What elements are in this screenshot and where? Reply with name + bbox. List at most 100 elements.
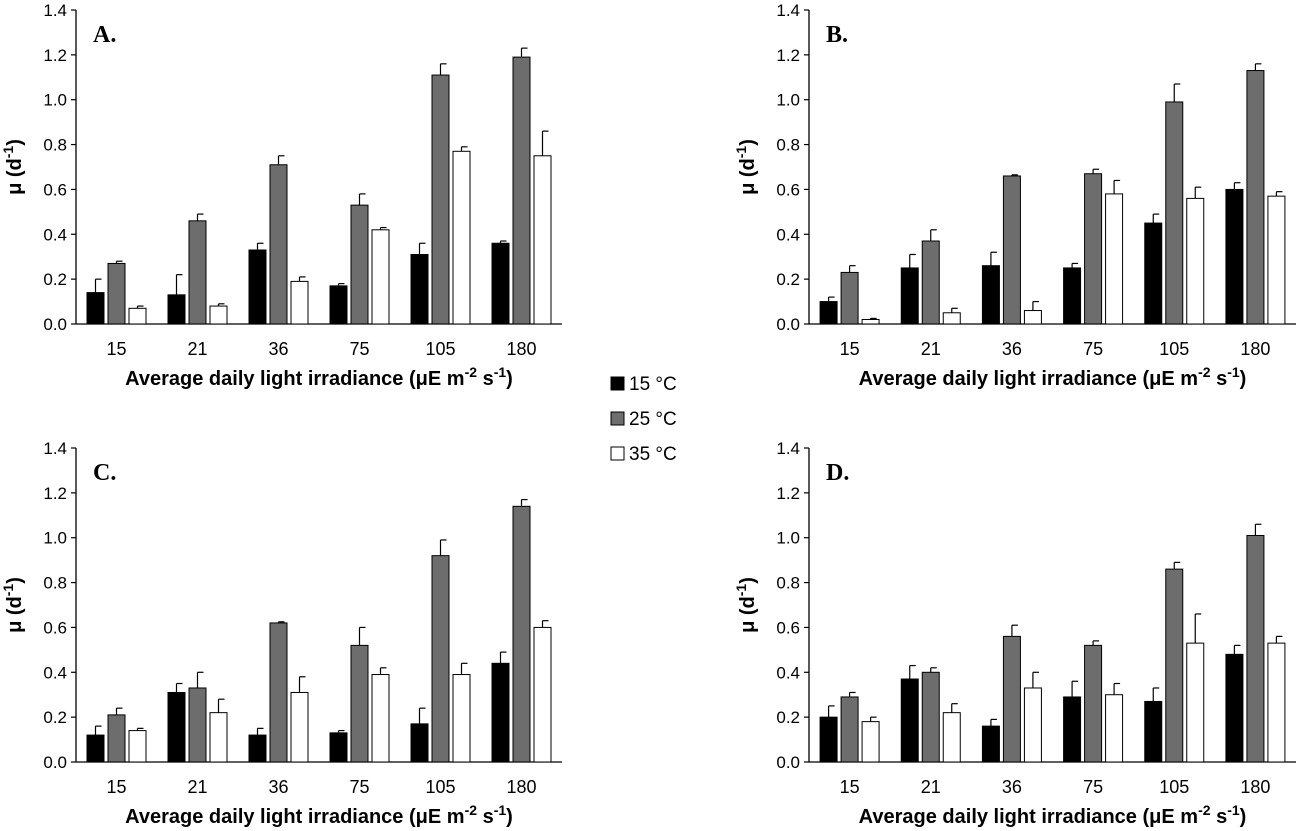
bar [452, 150, 471, 325]
y-tick-label: 0.0 [776, 753, 800, 772]
y-tick-label: 1.4 [776, 1, 800, 20]
x-tick-label: 180 [1240, 339, 1270, 359]
bar [1186, 642, 1205, 763]
y-axis-label: μ (d-1) [733, 139, 759, 195]
y-tick-label: 1.2 [776, 484, 800, 503]
y-tick-label: 0.6 [43, 618, 67, 637]
y-tick-label: 1.0 [776, 529, 800, 548]
y-tick-label: 0.8 [43, 136, 67, 155]
bar [1225, 188, 1244, 325]
x-tick-label: 15 [840, 777, 860, 797]
bar [1084, 644, 1103, 763]
x-tick-label: 15 [106, 339, 126, 359]
x-tick-label: 15 [106, 777, 126, 797]
bar [410, 253, 429, 325]
bar [188, 687, 207, 763]
bar [1002, 175, 1021, 325]
bar [86, 292, 105, 325]
y-axis-label: μ (d-1) [0, 577, 26, 633]
y-tick-label: 0.4 [776, 225, 800, 244]
x-tick-label: 75 [1083, 339, 1103, 359]
x-tick-label: 21 [187, 777, 207, 797]
bar [431, 555, 450, 763]
y-tick-label: 0.6 [776, 618, 800, 637]
bar [209, 305, 228, 325]
legend-label-35c: 35 °C [629, 444, 677, 465]
bar [188, 220, 207, 325]
bar [1144, 700, 1163, 763]
bar [512, 56, 531, 325]
bar [512, 505, 531, 763]
bar [1002, 635, 1021, 763]
y-axis-label: μ (d-1) [0, 139, 26, 195]
bar [840, 696, 859, 763]
bar [1165, 568, 1184, 763]
bar [269, 622, 288, 763]
y-tick-label: 0.4 [43, 663, 67, 682]
bar [1023, 687, 1042, 763]
legend: 15 °C 25 °C 35 °C [610, 374, 677, 465]
y-tick-label: 0.4 [43, 225, 67, 244]
x-tick-label: 36 [1002, 339, 1022, 359]
bar [942, 312, 961, 325]
legend-swatch-15c [610, 376, 625, 391]
x-tick-label: 75 [349, 777, 369, 797]
y-axis-label: μ (d-1) [733, 577, 759, 633]
bar [167, 294, 186, 325]
panel-label: C. [93, 460, 116, 486]
bar [1267, 195, 1286, 325]
y-tick-label: 0.8 [776, 136, 800, 155]
bar [533, 155, 552, 325]
bar [1144, 222, 1163, 325]
y-tick-label: 1.0 [776, 91, 800, 110]
x-tick-label: 36 [268, 777, 288, 797]
panel-label: A. [93, 22, 116, 48]
bar [861, 319, 880, 325]
y-tick-label: 1.4 [776, 439, 800, 458]
bar [491, 662, 510, 763]
chart-panel-a: 0.0 0.2 0.4 0.6 0.8 1.0 1.2 1.4 15 21 36 75 105 180 A.… [0, 1, 562, 390]
x-tick-label: 180 [506, 777, 536, 797]
y-tick-label: 1.4 [43, 1, 67, 20]
bar [942, 712, 961, 763]
x-tick-label: 21 [921, 777, 941, 797]
bar [248, 734, 267, 763]
bar [1267, 642, 1286, 763]
y-tick-label: 1.2 [43, 46, 67, 65]
y-tick-label: 0.2 [776, 708, 800, 727]
bar [329, 285, 348, 325]
x-axis-label: Average daily light irradiance (μE m-2 s… [125, 364, 513, 390]
bar [921, 240, 940, 325]
bar [819, 301, 838, 325]
x-axis-label: Average daily light irradiance (μE m-2 s… [859, 802, 1247, 828]
chart-panel-d: 0.0 0.2 0.4 0.6 0.8 1.0 1.2 1.4 15 21 36 75 105 180 D.… [733, 439, 1296, 828]
bar [921, 671, 940, 763]
x-tick-label: 21 [921, 339, 941, 359]
bar [371, 674, 390, 763]
bar [209, 712, 228, 763]
x-tick-label: 36 [268, 339, 288, 359]
bar [269, 164, 288, 325]
y-tick-label: 0.2 [43, 708, 67, 727]
bar [1186, 197, 1205, 325]
y-tick-label: 0.0 [776, 315, 800, 334]
bar [819, 716, 838, 763]
bar [329, 732, 348, 763]
bar [350, 204, 369, 325]
y-tick-label: 1.2 [776, 46, 800, 65]
bar [86, 734, 105, 763]
x-axis-label: Average daily light irradiance (μE m-2 s… [859, 364, 1247, 390]
bar [431, 74, 450, 325]
chart-panel-c: 0.0 0.2 0.4 0.6 0.8 1.0 1.2 1.4 15 21 36 75 105 180 C.… [0, 439, 562, 828]
y-tick-label: 0.4 [776, 663, 800, 682]
x-tick-label: 75 [1083, 777, 1103, 797]
x-axis-label: Average daily light irradiance (μE m-2 s… [125, 802, 513, 828]
bar [981, 265, 1000, 325]
x-tick-label: 105 [1159, 339, 1189, 359]
x-tick-label: 75 [349, 339, 369, 359]
legend-swatch-25c [610, 411, 625, 426]
bar [107, 714, 126, 763]
bar [900, 678, 919, 763]
y-tick-label: 0.2 [776, 270, 800, 289]
bar [290, 280, 309, 325]
